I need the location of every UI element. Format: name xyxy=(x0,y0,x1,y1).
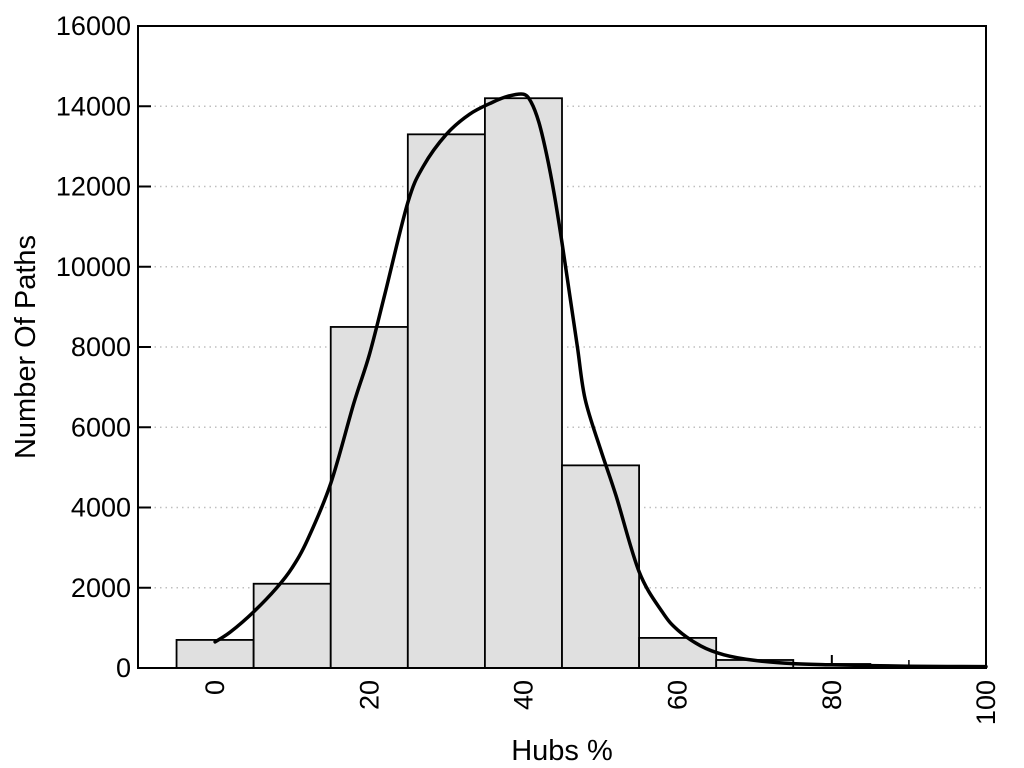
y-tick-label: 6000 xyxy=(71,412,131,442)
x-tick-label: 100 xyxy=(971,680,1001,725)
y-tick-label: 10000 xyxy=(56,252,131,282)
y-tick-label: 2000 xyxy=(71,573,131,603)
x-tick-label: 60 xyxy=(663,680,693,710)
y-tick-label: 14000 xyxy=(56,91,131,121)
x-tick-label: 0 xyxy=(200,680,230,695)
histogram-bar xyxy=(252,582,332,669)
y-tick-label: 8000 xyxy=(71,332,131,362)
x-tick-label: 40 xyxy=(508,680,538,710)
density-curve xyxy=(213,92,988,669)
y-axis-title: Number Of Paths xyxy=(10,235,42,459)
histogram-bar xyxy=(329,326,409,669)
histogram-bar xyxy=(175,639,255,669)
histogram-bar xyxy=(406,133,486,669)
x-tick-label: 80 xyxy=(817,680,847,710)
histogram-bar xyxy=(484,97,563,669)
x-axis-title: Hubs % xyxy=(511,735,613,767)
plot-border xyxy=(137,25,987,669)
y-tick-label: 12000 xyxy=(56,172,131,202)
histogram-bar xyxy=(638,637,718,669)
y-tick-label: 16000 xyxy=(56,11,131,41)
histogram-bar xyxy=(561,464,640,669)
x-tick-label: 20 xyxy=(354,680,384,710)
y-tick-label: 0 xyxy=(116,653,131,683)
y-tick-label: 4000 xyxy=(71,493,131,523)
